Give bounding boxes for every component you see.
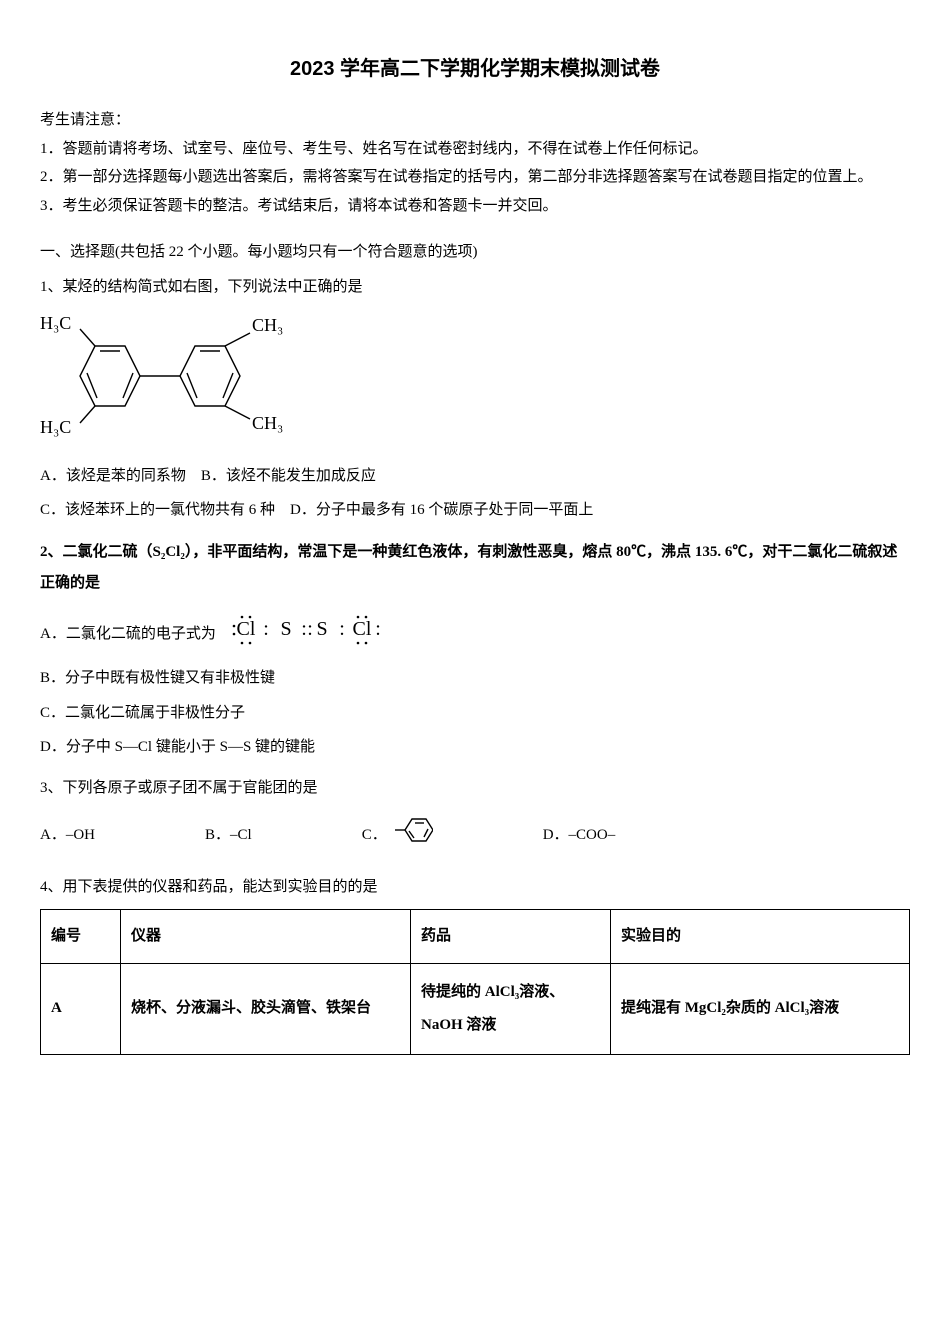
q3-option-c: C． (362, 812, 433, 859)
q1-option-d: D．分子中最多有 16 个碳原子处于同一平面上 (290, 502, 593, 518)
th-reagent: 药品 (411, 910, 611, 964)
th-apparatus: 仪器 (121, 910, 411, 964)
svg-text:CH₃: CH₃ (252, 315, 283, 335)
benzene-ring-icon (393, 812, 433, 859)
q1-option-a: A．该烃是苯的同系物 (40, 468, 186, 484)
cell-id-a: A (41, 963, 121, 1054)
table-row: A 烧杯、分液漏斗、胶头滴管、铁架台 待提纯的 AlCl₃溶液、 NaOH 溶液… (41, 963, 910, 1054)
svg-text::: : (375, 618, 381, 640)
svg-text::: : (301, 618, 307, 640)
cell-apparatus-a: 烧杯、分液漏斗、胶头滴管、铁架台 (121, 963, 411, 1054)
svg-text:H₃C: H₃C (40, 313, 71, 333)
q3-option-d: D．–COO– (543, 821, 616, 850)
svg-text:S: S (316, 618, 327, 640)
svg-text:H₃C: H₃C (40, 417, 71, 437)
question-1-stem: 1、某烃的结构简式如右图，下列说法中正确的是 (40, 273, 910, 302)
svg-text:Cl: Cl (236, 618, 255, 640)
svg-text:S: S (280, 618, 291, 640)
cell-reagent-a: 待提纯的 AlCl₃溶液、 NaOH 溶液 (411, 963, 611, 1054)
th-id: 编号 (41, 910, 121, 964)
section-1-heading: 一、选择题(共包括 22 个小题。每小题均只有一个符合题意的选项) (40, 238, 910, 267)
svg-text::: : (263, 618, 269, 640)
notice-line-1: 1．答题前请将考场、试室号、座位号、考生号、姓名写在试卷密封线内，不得在试卷上作… (40, 135, 910, 164)
notice-heading: 考生请注意： (40, 106, 910, 135)
q3-option-b: B．–Cl (205, 821, 252, 850)
q2-option-c: C．二氯化二硫属于非极性分子 (40, 699, 910, 728)
question-2-stem: 2、二氯化二硫（S₂Cl₂），非平面结构，常温下是一种黄红色液体，有刺激性恶臭，… (40, 537, 910, 600)
q3-options-row: A．–OH B．–Cl C． D．–COO– (40, 812, 910, 859)
svg-text::: : (307, 618, 313, 640)
th-purpose: 实验目的 (611, 910, 910, 964)
notice-line-3: 3．考生必须保证答题卡的整洁。考试结束后，请将本试卷和答题卡一并交回。 (40, 192, 910, 221)
q1-options-cd: C．该烃苯环上的一氯代物共有 6 种 D．分子中最多有 16 个碳原子处于同一平… (40, 496, 910, 525)
q2-option-d: D．分子中 S—Cl 键能小于 S—S 键的键能 (40, 733, 910, 762)
notice-line-2: 2．第一部分选择题每小题选出答案后，需将答案写在试卷指定的括号内，第二部分非选择… (40, 163, 910, 192)
page-title: 2023 学年高二下学期化学期末模拟测试卷 (40, 50, 910, 88)
q2-option-a-row: A．二氯化二硫的电子式为 Cl S S Cl : : : : : (40, 610, 910, 659)
q2-option-a-prefix: A．二氯化二硫的电子式为 (40, 620, 216, 649)
q3-option-a: A．–OH (40, 821, 95, 850)
q1-structure-diagram: H₃C H₃C CH₃ CH₃ (40, 311, 910, 452)
table-header-row: 编号 仪器 药品 实验目的 (41, 910, 910, 964)
svg-text:CH₃: CH₃ (252, 413, 283, 433)
q1-options-ab: A．该烃是苯的同系物 B．该烃不能发生加成反应 (40, 462, 910, 491)
question-3-stem: 3、下列各原子或原子团不属于官能团的是 (40, 774, 910, 803)
q1-option-b: B．该烃不能发生加成反应 (201, 468, 376, 484)
svg-text:Cl: Cl (352, 618, 371, 640)
q4-table: 编号 仪器 药品 实验目的 A 烧杯、分液漏斗、胶头滴管、铁架台 待提纯的 Al… (40, 909, 910, 1055)
svg-text::: : (339, 618, 345, 640)
cell-purpose-a: 提纯混有 MgCl₂杂质的 AlCl₃溶液 (611, 963, 910, 1054)
q2-option-b: B．分子中既有极性键又有非极性键 (40, 664, 910, 693)
q1-option-c: C．该烃苯环上的一氯代物共有 6 种 (40, 502, 275, 518)
lewis-structure-icon: Cl S S Cl : : : : : (220, 610, 390, 659)
question-4-stem: 4、用下表提供的仪器和药品，能达到实验目的的是 (40, 873, 910, 902)
